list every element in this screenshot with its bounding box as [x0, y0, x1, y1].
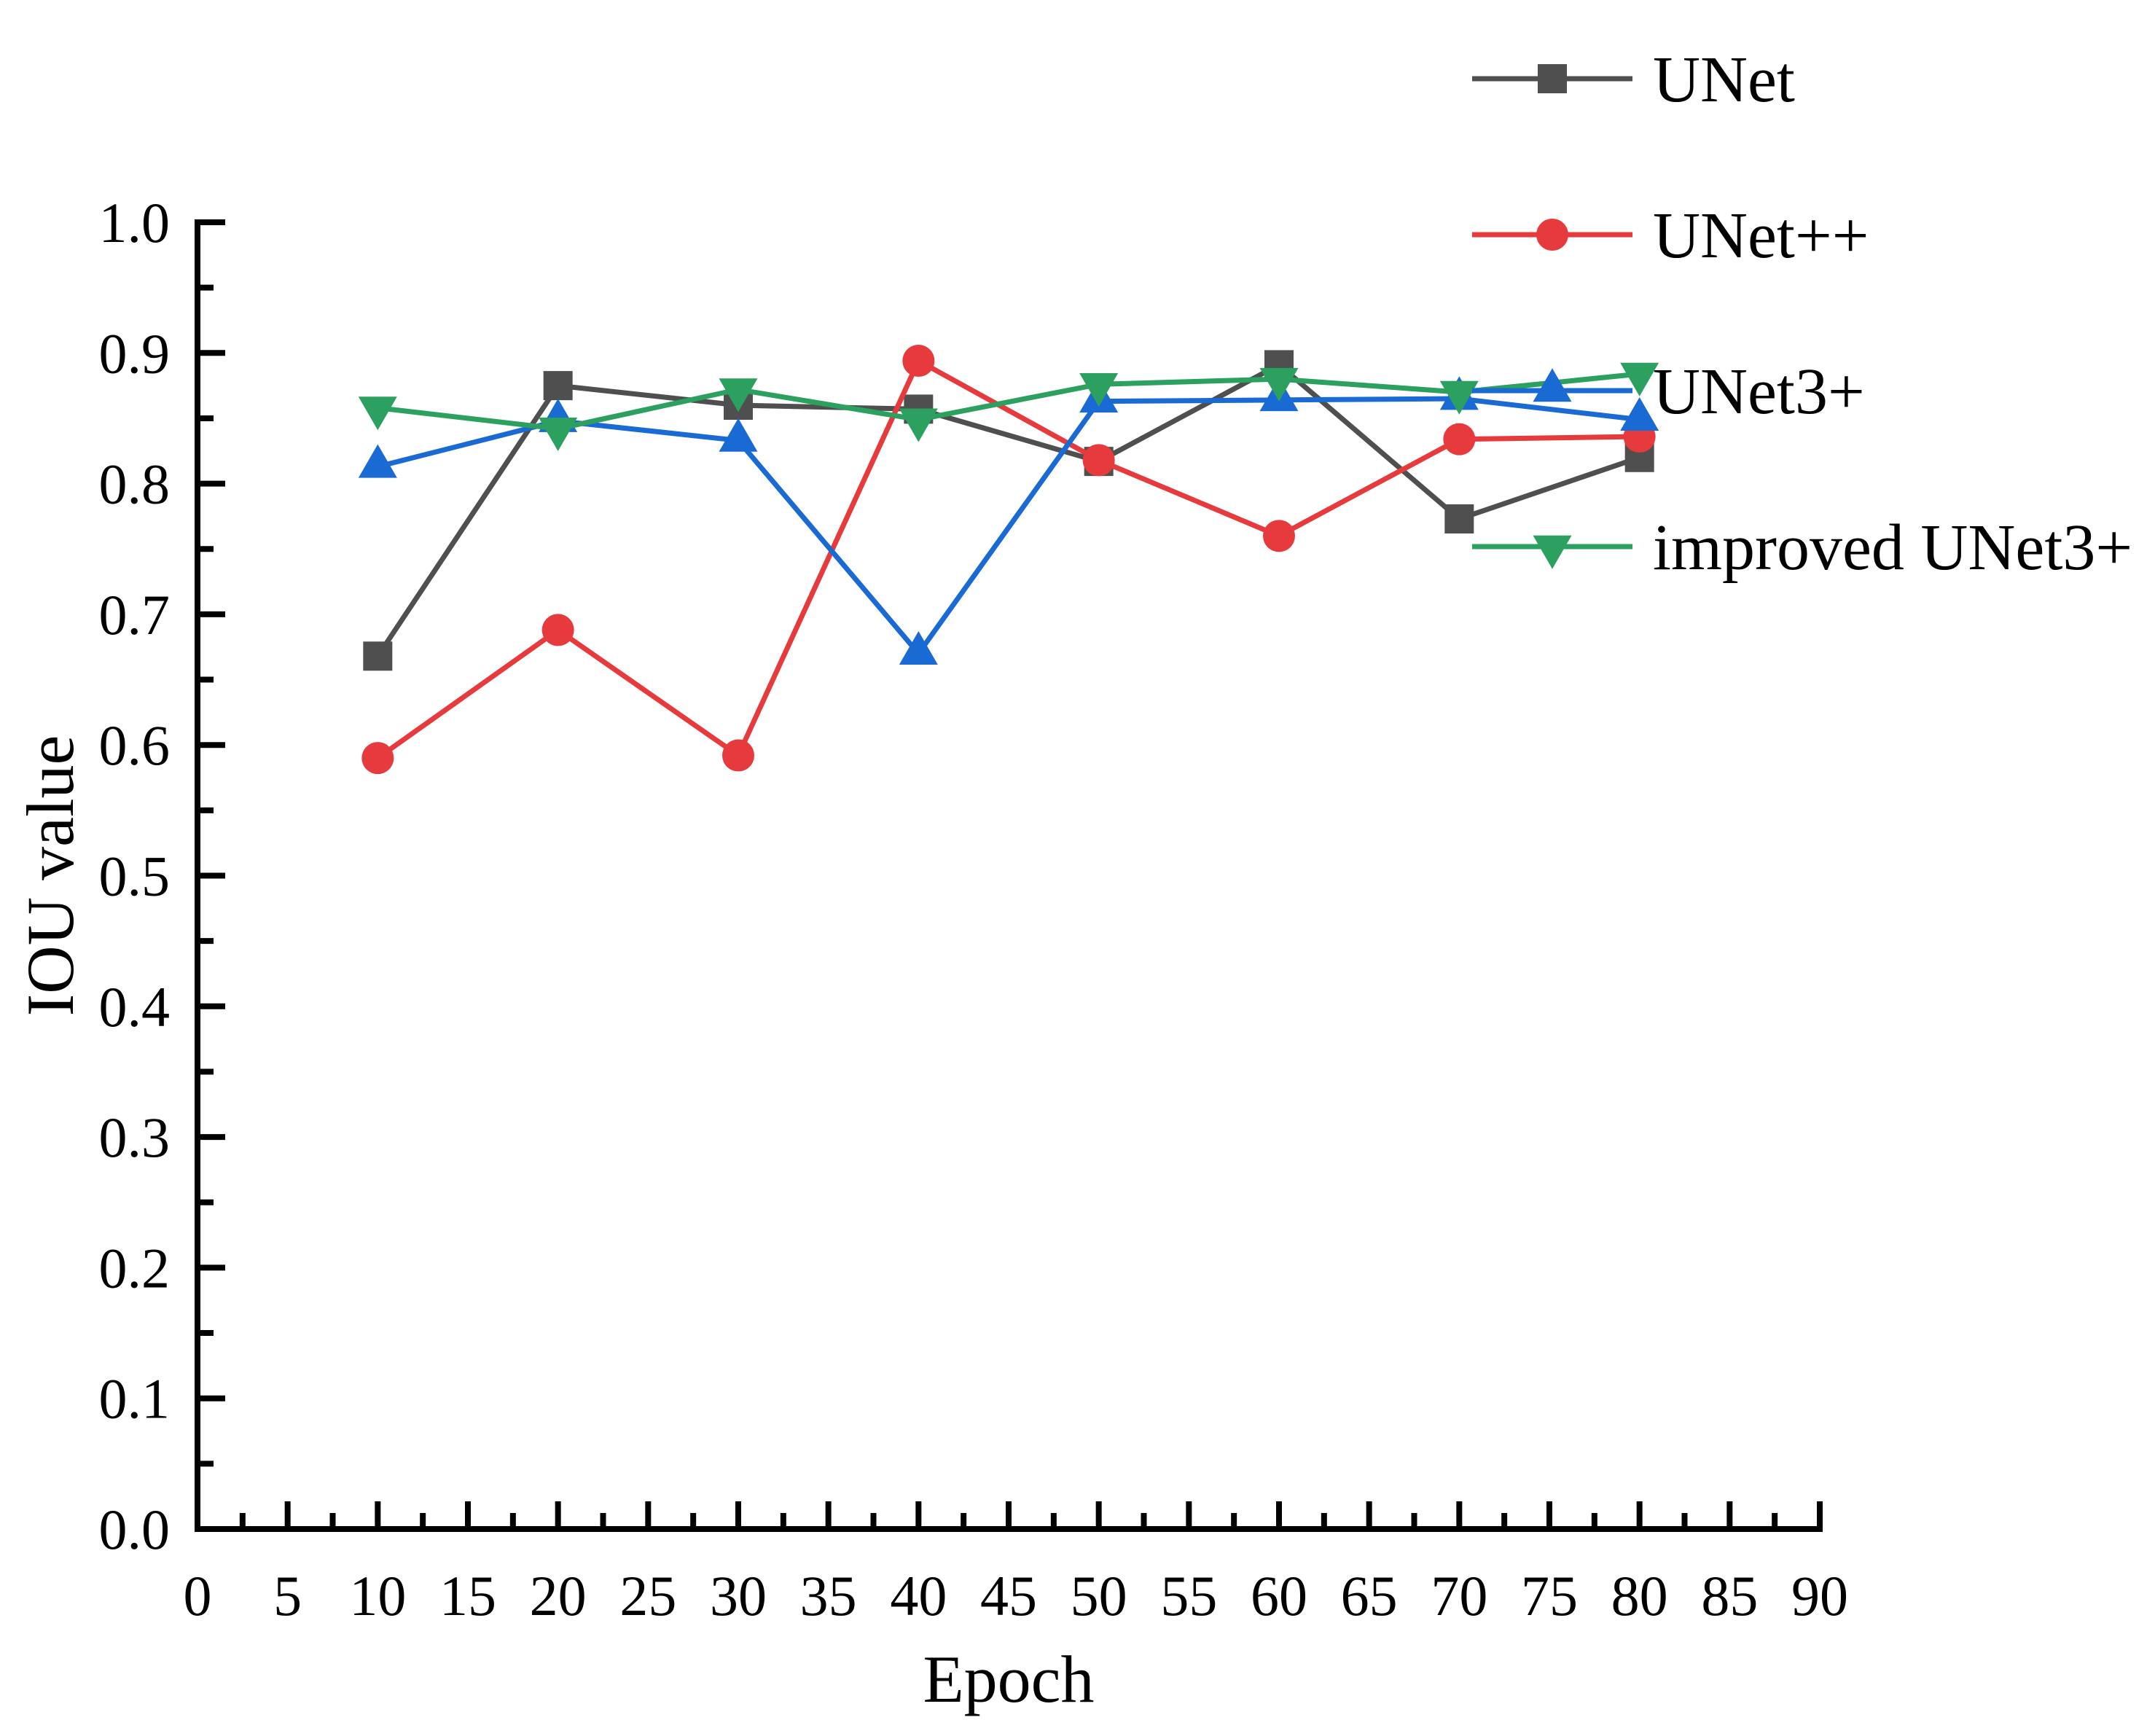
- y-tick-label: 0.2: [99, 1236, 171, 1299]
- x-tick-label: 20: [530, 1564, 587, 1627]
- y-tick-label: 0.6: [99, 713, 171, 777]
- legend-item: improved UNet3+: [1472, 512, 2132, 584]
- x-tick-label: 65: [1341, 1564, 1398, 1627]
- x-tick-label: 60: [1251, 1564, 1307, 1627]
- legend-label: improved UNet3+: [1653, 512, 2132, 584]
- y-tick-label: 0.7: [99, 583, 171, 646]
- series-marker-unet: [1444, 504, 1474, 534]
- y-tick-label: 0.5: [99, 845, 171, 908]
- x-tick-label: 5: [273, 1564, 302, 1627]
- series-marker-unet-: [1082, 444, 1115, 477]
- x-tick-label: 85: [1701, 1564, 1758, 1627]
- legend-marker-triangle-down-icon: [1533, 535, 1572, 569]
- series-marker-improved-unet3-: [1259, 367, 1299, 402]
- series-marker-improved-unet3-: [899, 408, 938, 442]
- x-tick-label: 0: [184, 1564, 212, 1627]
- legend-item: UNet++: [1472, 200, 1869, 272]
- y-tick-label: 0.9: [99, 321, 171, 385]
- x-tick-label: 50: [1071, 1564, 1127, 1627]
- series-marker-improved-unet3-: [539, 417, 578, 451]
- y-tick-label: 0.4: [99, 975, 171, 1039]
- x-tick-label: 90: [1791, 1564, 1848, 1627]
- series-marker-improved-unet3-: [1620, 362, 1659, 396]
- series-line-improved-unet3-: [377, 371, 1640, 431]
- y-axis-title: IOU value: [13, 735, 87, 1017]
- legend-item: UNet: [1472, 44, 1795, 116]
- x-tick-label: 70: [1431, 1564, 1487, 1627]
- x-axis-title: Epoch: [923, 1642, 1094, 1716]
- series-marker-unet: [363, 641, 393, 671]
- y-tick-label: 0.0: [99, 1498, 171, 1561]
- legend-label: UNet3+: [1653, 356, 1865, 428]
- legend-label: UNet++: [1653, 200, 1869, 272]
- series-marker-unet3-: [358, 444, 397, 478]
- x-tick-label: 80: [1611, 1564, 1668, 1627]
- y-tick-label: 1.0: [99, 191, 171, 254]
- series-marker-unet3-: [1620, 397, 1659, 431]
- series-marker-unet-: [1443, 423, 1476, 455]
- series-marker-unet-: [361, 742, 394, 775]
- legend-marker-square-icon: [1538, 64, 1567, 93]
- series-marker-unet3-: [719, 418, 758, 452]
- series-marker-improved-unet3-: [1439, 380, 1479, 415]
- series-marker-unet-: [902, 345, 935, 378]
- series-marker-unet: [543, 371, 573, 401]
- x-tick-label: 10: [349, 1564, 406, 1627]
- series-marker-improved-unet3-: [358, 396, 397, 431]
- series-marker-unet-: [541, 614, 574, 646]
- series-line-unet-: [376, 357, 1640, 760]
- x-tick-label: 75: [1521, 1564, 1578, 1627]
- y-tick-label: 0.1: [99, 1367, 171, 1431]
- y-tick-label: 0.3: [99, 1106, 171, 1169]
- x-tick-label: 30: [710, 1564, 767, 1627]
- legend-item: UNet3+: [1472, 356, 1865, 428]
- x-tick-label: 45: [980, 1564, 1037, 1627]
- legend-marker-circle-icon: [1536, 219, 1568, 251]
- x-tick-label: 25: [619, 1564, 676, 1627]
- series-marker-improved-unet3-: [1079, 373, 1119, 407]
- x-tick-label: 55: [1160, 1564, 1217, 1627]
- y-tick-label: 0.8: [99, 453, 171, 516]
- legend-marker-triangle-up-icon: [1533, 368, 1572, 402]
- x-tick-label: 15: [439, 1564, 496, 1627]
- legend-label: UNet: [1653, 44, 1795, 116]
- series-marker-unet-: [1263, 520, 1295, 552]
- series-marker-unet-: [722, 739, 754, 772]
- x-tick-label: 40: [890, 1564, 947, 1627]
- x-tick-label: 35: [800, 1564, 857, 1627]
- series-marker-improved-unet3-: [719, 378, 758, 413]
- series-marker-unet3-: [899, 630, 938, 665]
- series-line-unet: [375, 361, 1640, 658]
